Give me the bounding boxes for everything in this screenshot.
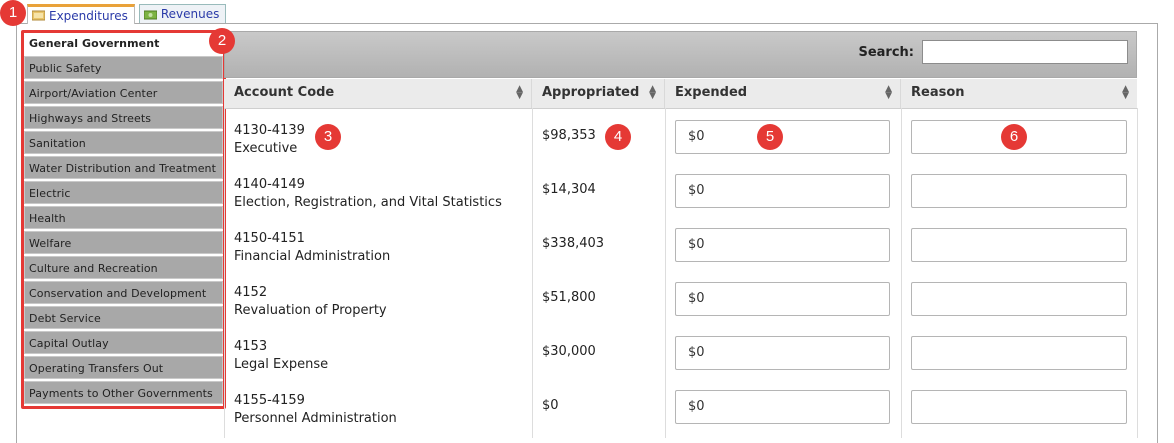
sort-icon: ▲ ▼ — [649, 84, 656, 101]
tab-expenditures[interactable]: Expenditures — [27, 4, 135, 24]
sidebar-item-transfers-out[interactable]: Operating Transfers Out — [24, 356, 223, 379]
sidebar-item-highways[interactable]: Highways and Streets — [24, 106, 223, 129]
callout-badge-2: 2 — [209, 28, 235, 54]
reason-input[interactable] — [911, 282, 1127, 316]
category-sidebar: General Government Public Safety Airport… — [24, 31, 223, 406]
account-code-cell: 4140-4149 Election, Registration, and Vit… — [234, 177, 502, 210]
reason-input[interactable] — [911, 228, 1127, 262]
money-icon — [143, 9, 158, 20]
column-header-expended[interactable]: Expended ▲ ▼ — [665, 79, 901, 108]
appropriated-cell: $98,353 — [542, 128, 596, 143]
sidebar-item-welfare[interactable]: Welfare — [24, 231, 223, 254]
table-row: 4155-4159 Personnel Administration $0 $0 — [224, 380, 1137, 434]
tab-revenues-label: Revenues — [160, 7, 220, 21]
appropriated-cell: $51,800 — [542, 290, 596, 305]
sidebar-item-conservation[interactable]: Conservation and Development — [24, 281, 223, 304]
sort-icon: ▲ ▼ — [1122, 84, 1129, 101]
account-code-cell: 4152 Revaluation of Property — [234, 285, 387, 318]
account-code-cell: 4150-4151 Financial Administration — [234, 231, 391, 264]
appropriated-cell: $14,304 — [542, 182, 596, 197]
callout-badge-6: 6 — [1001, 124, 1027, 150]
sidebar-highlight-outline — [21, 30, 226, 409]
expenditures-icon — [31, 10, 46, 21]
sidebar-item-sanitation[interactable]: Sanitation — [24, 131, 223, 154]
content-frame — [16, 23, 1158, 443]
sort-icon: ▲ ▼ — [885, 84, 892, 101]
sidebar-item-capital-outlay[interactable]: Capital Outlay — [24, 331, 223, 354]
column-header-reason[interactable]: Reason ▲ ▼ — [911, 84, 1129, 101]
expended-input[interactable]: $0 — [675, 390, 890, 424]
sidebar-item-public-safety[interactable]: Public Safety — [24, 56, 223, 79]
sidebar-item-health[interactable]: Health — [24, 206, 223, 229]
sidebar-item-payments[interactable]: Payments to Other Governments — [24, 381, 223, 404]
reason-input[interactable] — [911, 390, 1127, 424]
tab-bar: Expenditures Revenues — [27, 4, 227, 24]
appropriated-cell: $30,000 — [542, 344, 596, 359]
sidebar-item-debt-service[interactable]: Debt Service — [24, 306, 223, 329]
callout-badge-4: 4 — [605, 124, 631, 150]
column-header-appropriated[interactable]: Appropriated ▲ ▼ — [532, 79, 665, 108]
sort-icon: ▲ ▼ — [516, 84, 523, 101]
tab-expenditures-label: Expenditures — [49, 8, 128, 23]
expended-input[interactable]: $0 — [675, 282, 890, 316]
sidebar-item-airport[interactable]: Airport/Aviation Center — [24, 81, 223, 104]
table-toolbar: Search: — [224, 31, 1137, 78]
account-code-cell: 4153 Legal Expense — [234, 339, 329, 372]
table-row: 4152 Revaluation of Property $51,800 $0 — [224, 272, 1137, 326]
tab-revenues[interactable]: Revenues — [138, 4, 227, 23]
table-row: 4153 Legal Expense $30,000 $0 — [224, 326, 1137, 380]
appropriated-cell: $0 — [542, 398, 559, 413]
reason-input[interactable] — [911, 174, 1127, 208]
sidebar-item-water[interactable]: Water Distribution and Treatment — [24, 156, 223, 179]
table-row: 4140-4149 Election, Registration, and Vit… — [224, 164, 1137, 218]
account-code-cell: 4130-4139 Executive — [234, 123, 305, 156]
column-header-account-code[interactable]: Account Code ▲ ▼ — [224, 79, 532, 108]
search-label: Search: — [858, 45, 914, 60]
expended-input[interactable]: $0 — [675, 174, 890, 208]
callout-badge-5: 5 — [757, 124, 783, 150]
appropriated-cell: $338,403 — [542, 236, 605, 251]
table-row: 4150-4151 Financial Administration $338,4… — [224, 218, 1137, 272]
reason-input[interactable] — [911, 336, 1127, 370]
expended-input[interactable]: $0 — [675, 336, 890, 370]
sidebar-item-electric[interactable]: Electric — [24, 181, 223, 204]
expended-input[interactable]: $0 — [675, 228, 890, 262]
table-header: Account Code ▲ ▼ Appropriated ▲ ▼ Expended… — [224, 79, 1137, 109]
search-input[interactable] — [922, 40, 1128, 64]
account-code-cell: 4155-4159 Personnel Administration — [234, 393, 397, 426]
sidebar-item-culture[interactable]: Culture and Recreation — [24, 256, 223, 279]
callout-badge-1: 1 — [0, 0, 26, 26]
callout-badge-3: 3 — [315, 124, 341, 150]
